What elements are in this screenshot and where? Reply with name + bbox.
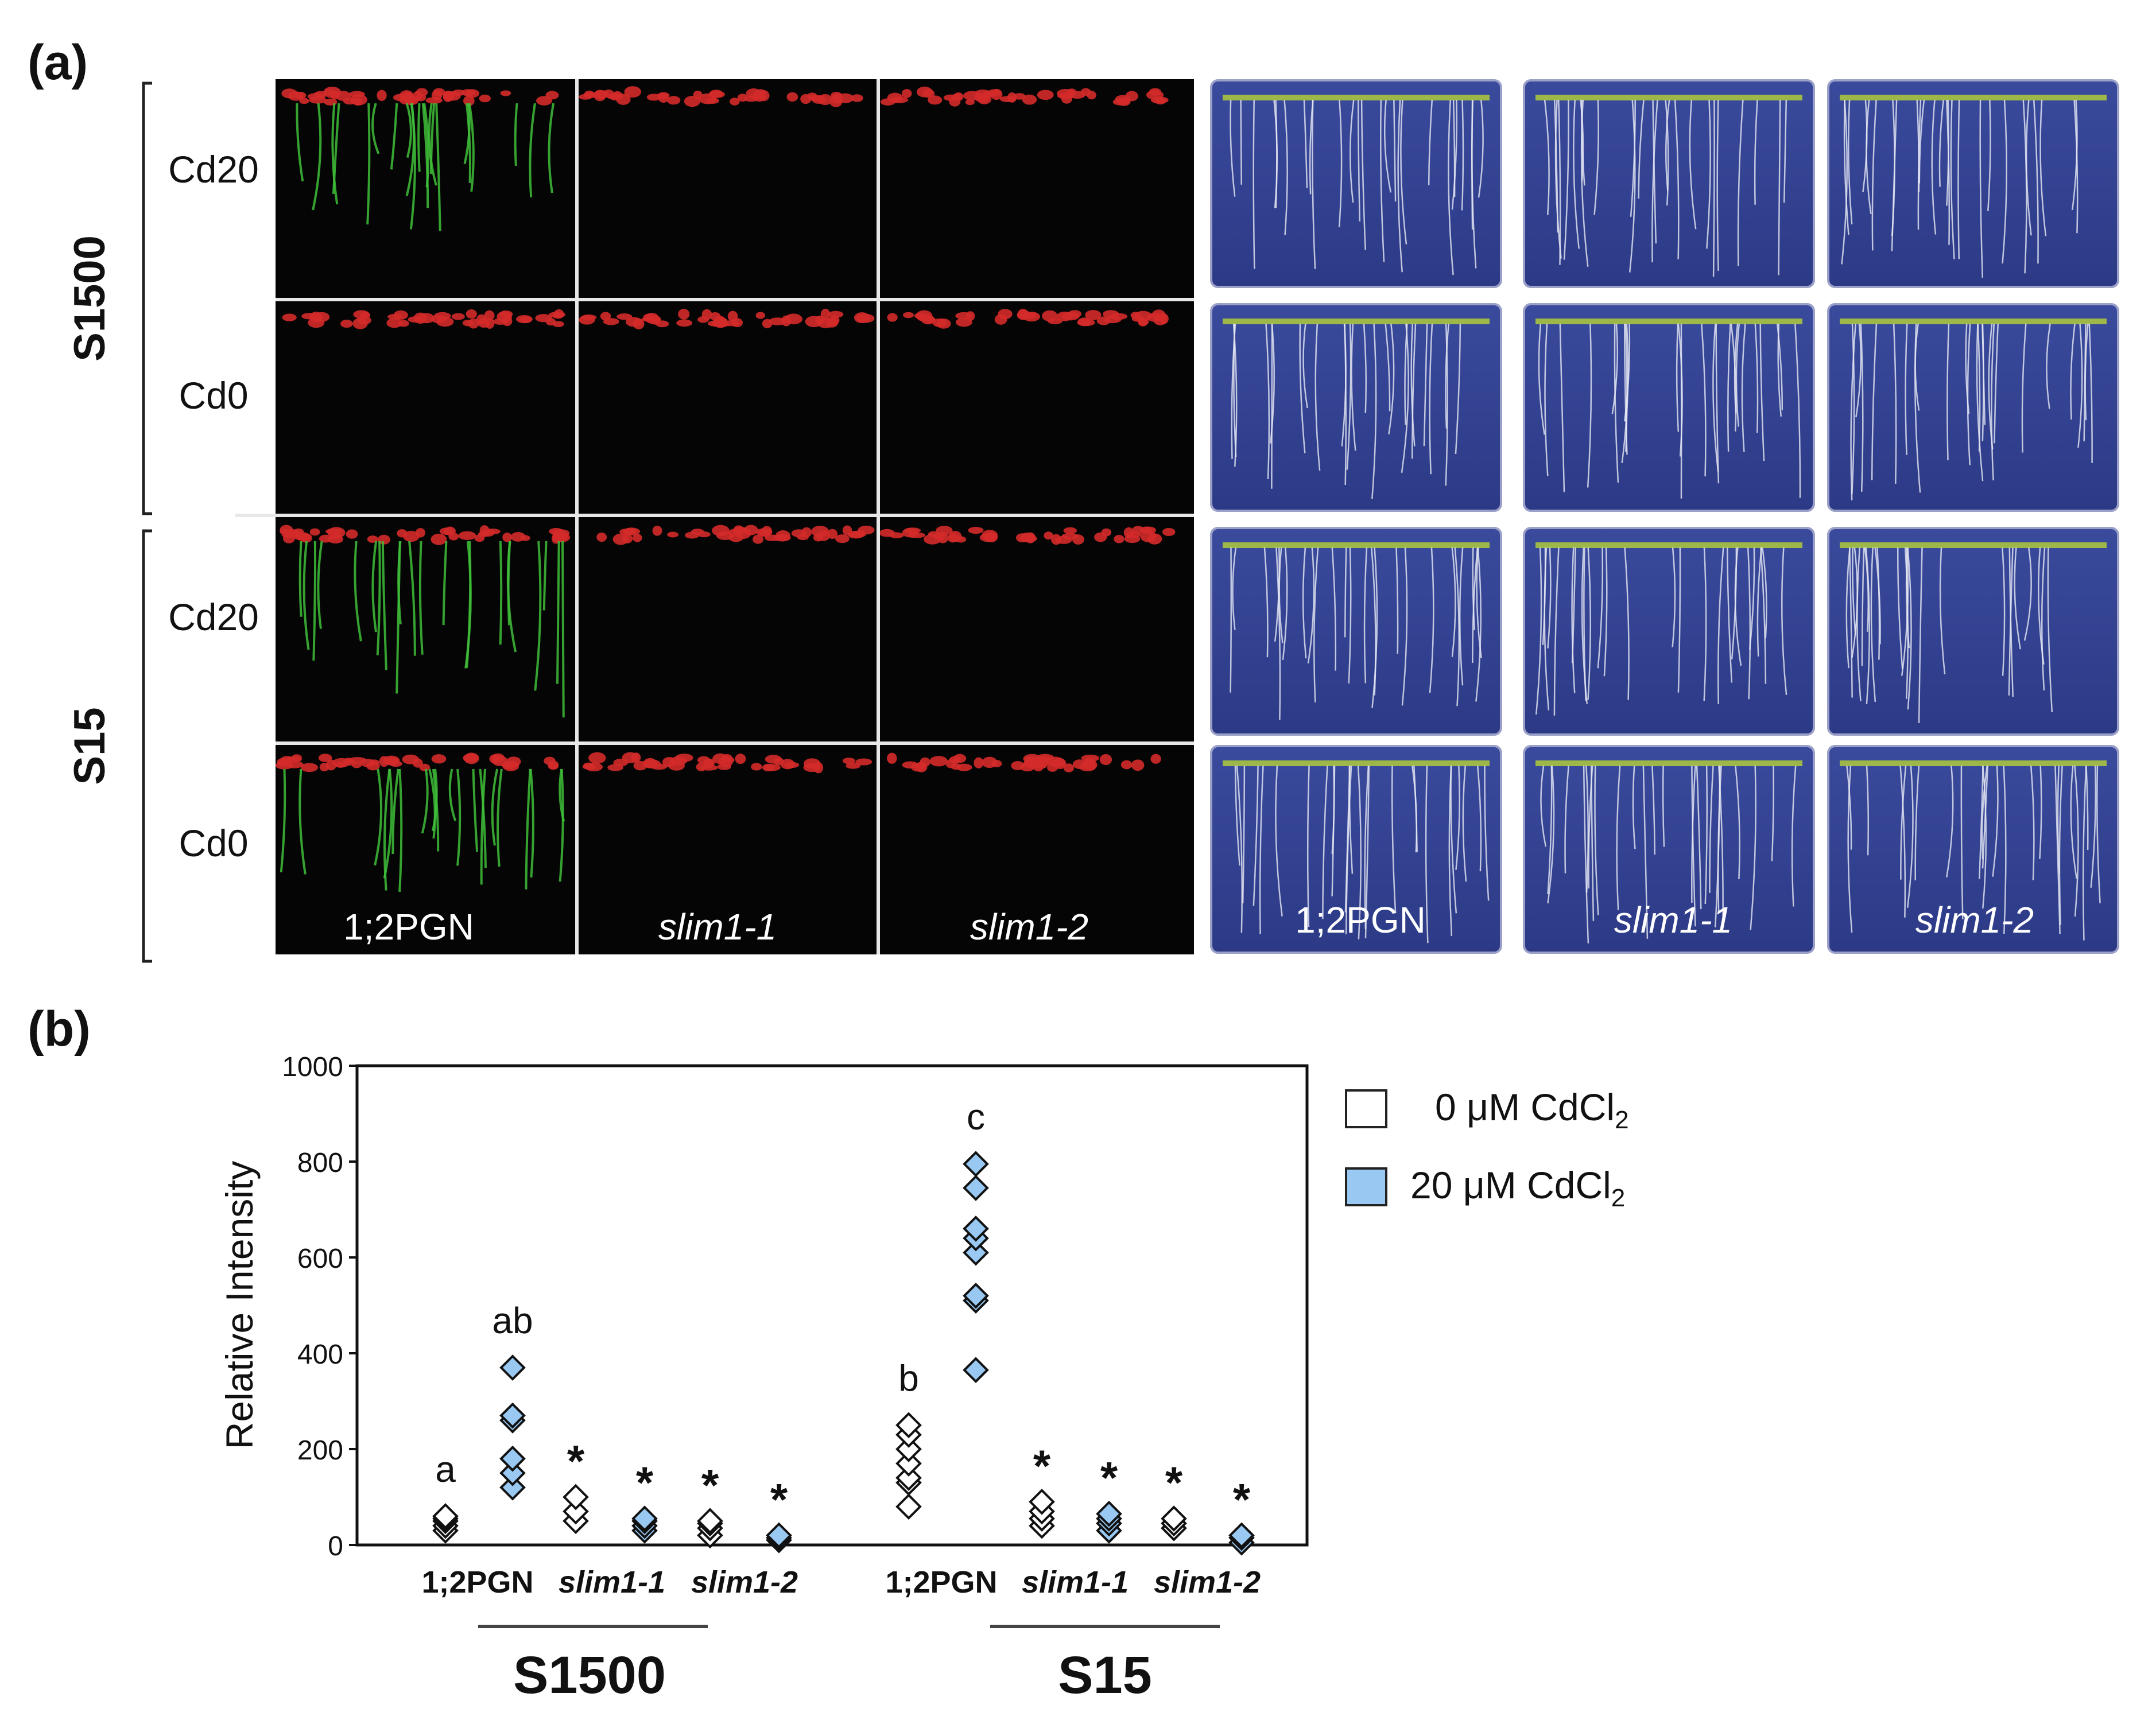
legend-swatch-0uM — [1345, 1089, 1387, 1128]
plate-image-details — [1210, 79, 2119, 954]
x-genotype-label: slim1-1 — [559, 1565, 665, 1599]
y-tick-label: 600 — [297, 1244, 343, 1274]
data-point — [963, 1357, 989, 1384]
x-genotype-label: slim1-2 — [691, 1565, 798, 1599]
data-point — [631, 1505, 658, 1532]
row-label-s1500-cd20: Cd20 — [168, 148, 259, 191]
data-points: a ab * * * * b c * * * * — [432, 1096, 1255, 1556]
data-point — [499, 1402, 526, 1429]
data-point — [895, 1493, 922, 1520]
significance-asterisk: * — [1100, 1453, 1118, 1503]
row-label-s15-cd0: Cd0 — [179, 822, 248, 864]
data-point — [1029, 1489, 1055, 1515]
y-tick-label: 200 — [297, 1435, 343, 1466]
fluor-genotype-label-3: slim1-2 — [970, 906, 1088, 948]
plate-genotype-label-1: 1;2PGN — [1295, 899, 1426, 941]
data-point — [895, 1436, 922, 1462]
data-point — [499, 1459, 526, 1486]
fluor-genotype-label-2: slim1-1 — [658, 906, 777, 948]
data-point — [499, 1445, 526, 1472]
data-point — [963, 1216, 989, 1242]
data-point — [963, 1282, 989, 1309]
panel-a: (a) S1500 S15 Cd20 Cd0 Cd20 Cd0 1;2PGN s… — [28, 35, 2124, 963]
data-point — [895, 1450, 922, 1477]
y-axis: 0 200 400 600 800 1000 — [282, 1052, 357, 1562]
fluor-genotype-label-1: 1;2PGN — [343, 906, 474, 948]
significance-asterisk: * — [1233, 1474, 1251, 1524]
significance-asterisk: * — [567, 1436, 585, 1486]
panel-b: (b) 0 200 400 600 800 1000 Relative Intensity… — [28, 1001, 1629, 1705]
y-tick-label: 0 — [328, 1531, 343, 1562]
legend-swatch-20uM — [1345, 1167, 1387, 1206]
significance-letter: ab — [492, 1300, 533, 1341]
data-point — [963, 1151, 989, 1178]
bracket-s15 — [142, 529, 152, 963]
significance-asterisk: * — [636, 1457, 654, 1508]
significance-asterisk: * — [1033, 1441, 1051, 1491]
data-point — [432, 1503, 459, 1529]
scatter-chart: 0 200 400 600 800 1000 Relative Intensity a ab… — [218, 1052, 1309, 1705]
plate-genotype-label-3: slim1-2 — [1915, 899, 2034, 941]
bracket-s1500 — [142, 81, 152, 515]
data-point — [963, 1239, 989, 1266]
row-label-s15-cd20: Cd20 — [168, 596, 259, 638]
data-point — [1161, 1505, 1187, 1532]
data-point — [895, 1412, 922, 1439]
panel-a-label: (a) — [28, 35, 88, 90]
legend-label-20uM: 20 μM CdCl2 — [1410, 1164, 1625, 1212]
significance-asterisk: * — [770, 1474, 788, 1524]
x-group-label-s15: S15 — [1058, 1646, 1152, 1705]
x-genotype-label: slim1-2 — [1154, 1565, 1261, 1599]
significance-asterisk: * — [701, 1459, 719, 1510]
significance-asterisk: * — [1165, 1457, 1183, 1508]
data-point — [1228, 1522, 1255, 1549]
data-point — [499, 1354, 526, 1381]
x-genotype-label: slim1-1 — [1022, 1565, 1129, 1599]
group-label-s1500: S1500 — [65, 235, 114, 362]
data-point — [766, 1522, 792, 1549]
y-axis-title: Relative Intensity — [218, 1161, 261, 1450]
significance-letter: c — [967, 1096, 985, 1137]
fluorescence-grid-dividers — [235, 79, 1194, 954]
x-axis-labels: 1;2PGN slim1-1 slim1-2 1;2PGN slim1-1 slim1-2… — [421, 1565, 1261, 1705]
panel-b-label: (b) — [28, 1001, 91, 1057]
fluorescence-image-details — [275, 86, 1176, 892]
x-group-label-s1500: S1500 — [513, 1646, 666, 1705]
significance-letter: a — [435, 1449, 456, 1490]
x-genotype-label: 1;2PGN — [421, 1565, 533, 1599]
legend: 0 μM CdCl2 20 μM CdCl2 — [1345, 1086, 1629, 1212]
data-point — [1096, 1500, 1122, 1527]
data-point — [697, 1508, 723, 1535]
legend-label-0uM: 0 μM CdCl2 — [1435, 1086, 1629, 1134]
data-point — [895, 1465, 922, 1491]
significance-letter: b — [898, 1357, 919, 1399]
row-label-s1500-cd0: Cd0 — [179, 374, 248, 417]
data-point — [499, 1474, 526, 1501]
x-genotype-label: 1;2PGN — [885, 1565, 997, 1599]
data-point — [563, 1498, 589, 1525]
y-tick-label: 800 — [297, 1148, 343, 1178]
data-point — [563, 1484, 589, 1511]
data-point — [963, 1175, 989, 1201]
plate-genotype-label-2: slim1-1 — [1614, 899, 1732, 941]
y-tick-label: 400 — [297, 1339, 343, 1370]
y-tick-label: 1000 — [282, 1052, 343, 1082]
group-label-s15: S15 — [65, 707, 114, 785]
